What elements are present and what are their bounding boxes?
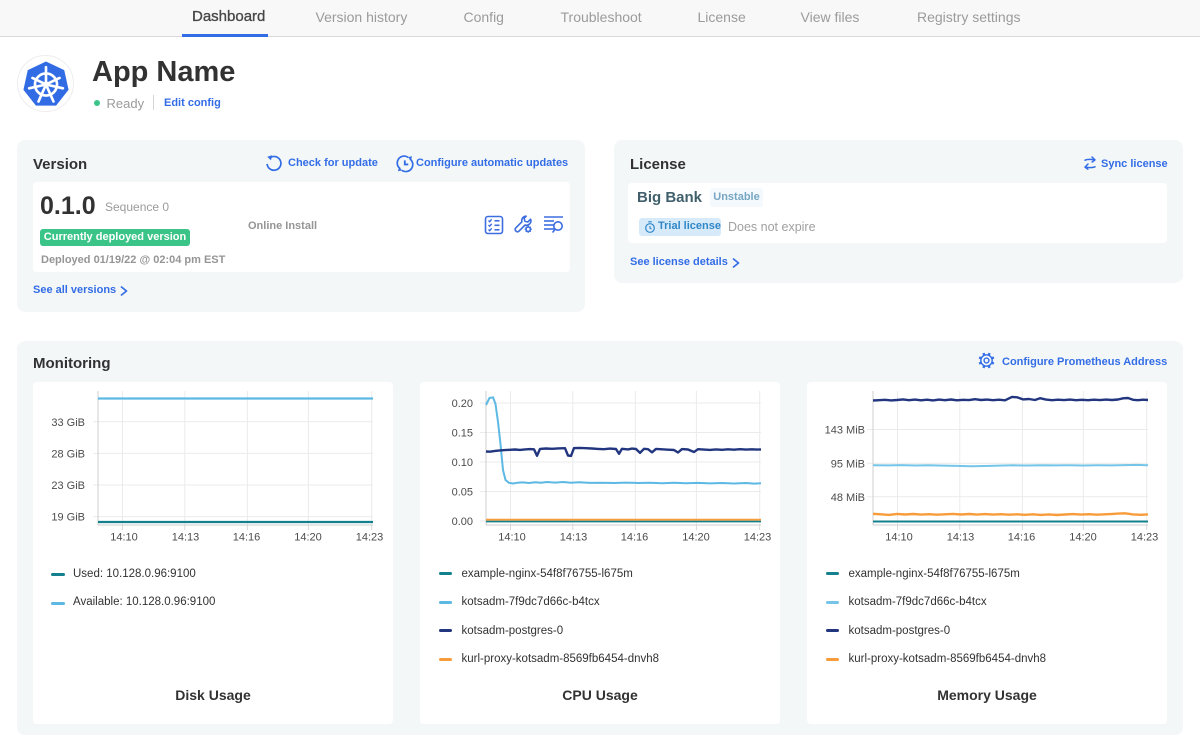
svg-text:23 GiB: 23 GiB [51,480,85,492]
svg-text:14:16: 14:16 [1008,532,1036,544]
svg-text:0.05: 0.05 [452,487,473,499]
svg-text:14:10: 14:10 [498,532,526,544]
svg-text:19 GiB: 19 GiB [51,512,85,524]
svg-text:14:23: 14:23 [356,532,384,544]
svg-text:14:16: 14:16 [233,532,261,544]
svg-text:14:10: 14:10 [885,532,913,544]
svg-text:48 MiB: 48 MiB [831,492,865,504]
svg-text:143 MiB: 143 MiB [825,425,865,437]
svg-text:0.00: 0.00 [452,516,473,528]
svg-text:14:23: 14:23 [744,532,772,544]
svg-text:14:20: 14:20 [294,532,322,544]
svg-text:0.15: 0.15 [452,428,473,440]
svg-text:14:13: 14:13 [947,532,975,544]
svg-text:95 MiB: 95 MiB [831,458,865,470]
svg-text:14:16: 14:16 [621,532,649,544]
svg-text:0.20: 0.20 [452,398,473,410]
svg-text:14:10: 14:10 [110,532,138,544]
svg-text:33 GiB: 33 GiB [51,417,85,429]
svg-text:14:13: 14:13 [560,532,588,544]
svg-text:0.10: 0.10 [452,457,473,469]
svg-text:14:13: 14:13 [172,532,200,544]
svg-text:14:23: 14:23 [1131,532,1159,544]
svg-text:28 GiB: 28 GiB [51,448,85,460]
svg-text:14:20: 14:20 [682,532,710,544]
svg-text:14:20: 14:20 [1069,532,1097,544]
